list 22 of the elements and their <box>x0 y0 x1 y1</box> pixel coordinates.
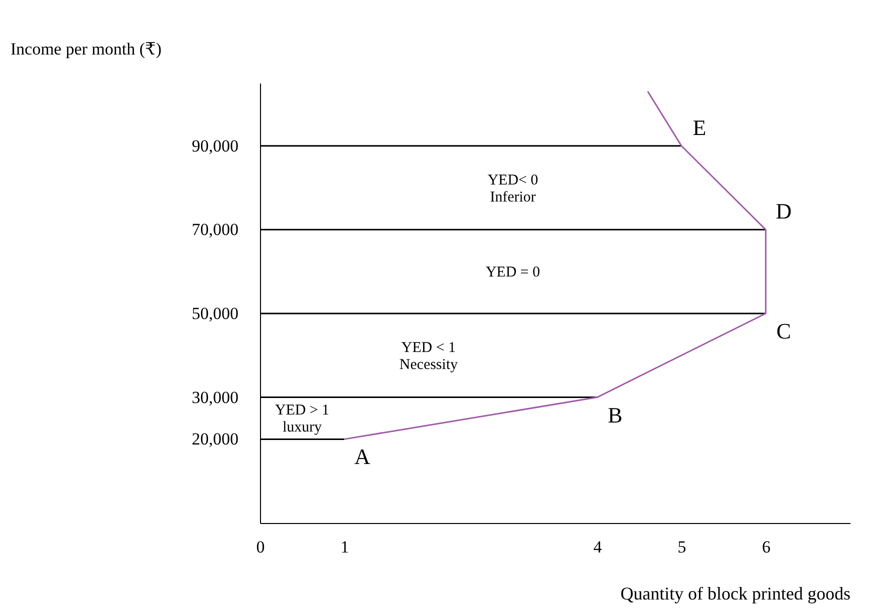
y-tick-label: 20,000 <box>192 430 238 449</box>
y-tick-label: 90,000 <box>192 136 238 156</box>
y-axis-title: Income per month (₹) <box>10 40 162 58</box>
x-axis-title: Quantity of block printed goods <box>620 584 850 604</box>
line-series <box>344 90 766 440</box>
annotation: B <box>608 402 622 428</box>
annotation: YED < 1 Necessity <box>399 340 458 373</box>
x-tick-label: 4 <box>593 538 602 556</box>
x-tick-label: 6 <box>762 538 770 556</box>
annotation: YED > 1 luxury <box>274 402 330 436</box>
annotation: A <box>354 444 370 470</box>
annotation: D <box>776 198 792 224</box>
y-tick-label: 70,000 <box>192 220 238 240</box>
y-tick-label: 30,000 <box>192 388 238 407</box>
x-tick-label: 1 <box>340 538 350 556</box>
x-tick-label: 5 <box>678 538 686 556</box>
y-tick-label: 50,000 <box>192 304 238 323</box>
annotation: YED< 0 Inferior <box>488 172 538 206</box>
annotation: YED = 0 <box>486 264 540 281</box>
annotation: E <box>692 114 706 140</box>
annotation: C <box>776 318 792 344</box>
x-tick-label: 0 <box>256 538 265 556</box>
